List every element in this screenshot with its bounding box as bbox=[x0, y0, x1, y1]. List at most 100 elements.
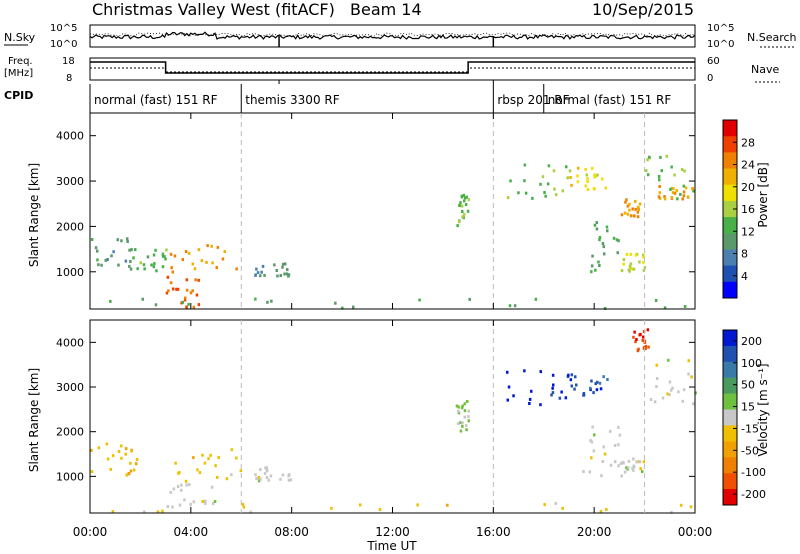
heatmap-cell bbox=[120, 444, 123, 448]
heatmap-cell bbox=[630, 267, 633, 271]
heatmap-cell bbox=[613, 444, 617, 447]
heatmap-cell bbox=[187, 302, 190, 306]
heatmap-cell bbox=[181, 300, 185, 304]
heatmap-cell bbox=[330, 506, 333, 510]
heatmap-cell bbox=[461, 210, 464, 213]
heatmap-cell bbox=[378, 508, 382, 511]
heatmap-cell bbox=[455, 404, 459, 408]
cpid-mode-label: normal (fast) 151 RF bbox=[94, 93, 218, 107]
heatmap-cell bbox=[283, 272, 286, 276]
heatmap-cell bbox=[458, 204, 461, 207]
nave-series bbox=[90, 67, 695, 73]
heatmap-cell bbox=[460, 406, 464, 410]
heatmap-cell bbox=[554, 193, 558, 197]
heatmap-cell bbox=[632, 335, 635, 339]
heatmap-cell bbox=[165, 291, 169, 295]
heatmap-cell bbox=[129, 469, 133, 473]
heatmap-cell bbox=[463, 199, 466, 203]
heatmap-cell bbox=[669, 388, 673, 392]
heatmap-cell bbox=[682, 190, 686, 194]
x-tick-label: 00:00 bbox=[73, 525, 108, 539]
heatmap-cell bbox=[257, 479, 261, 483]
heatmap-cell bbox=[523, 163, 527, 167]
heatmap-cell bbox=[459, 201, 462, 205]
freq-tick-bottom: 8 bbox=[66, 73, 72, 84]
cpid-mode-label: normal (fast) 151 RF bbox=[548, 93, 672, 107]
heatmap-cell bbox=[204, 501, 207, 505]
heatmap-cell bbox=[531, 196, 534, 200]
heatmap-cell bbox=[164, 257, 167, 261]
heatmap-cell bbox=[120, 456, 123, 460]
heatmap-cell bbox=[666, 392, 669, 396]
heatmap-cell bbox=[534, 297, 538, 301]
colorbar-segment bbox=[723, 200, 737, 218]
heatmap-cell bbox=[221, 257, 225, 261]
heatmap-cell bbox=[185, 483, 188, 487]
heatmap-cell bbox=[270, 299, 273, 303]
heatmap-cell bbox=[596, 380, 599, 384]
heatmap-cell bbox=[279, 477, 282, 481]
colorbar-segment bbox=[723, 361, 737, 379]
heatmap-cell bbox=[352, 305, 355, 309]
heatmap-cell bbox=[189, 502, 192, 506]
heatmap-cell bbox=[416, 503, 419, 507]
heatmap-cell bbox=[553, 187, 556, 191]
heatmap-cell bbox=[460, 195, 464, 199]
heatmap-cell bbox=[541, 175, 545, 179]
heatmap-cell bbox=[259, 468, 262, 472]
heatmap-cell bbox=[646, 173, 650, 177]
heatmap-cell bbox=[288, 473, 291, 477]
heatmap-cell bbox=[642, 253, 645, 257]
heatmap-cell bbox=[594, 382, 597, 386]
heatmap-cell bbox=[90, 238, 94, 241]
heatmap-cell bbox=[668, 393, 671, 397]
heatmap-cell bbox=[605, 508, 608, 511]
heatmap-cell bbox=[590, 379, 593, 383]
colorbar-tick-label: 200 bbox=[741, 335, 762, 348]
heatmap-cell bbox=[446, 503, 449, 507]
power-panel-bg bbox=[90, 113, 695, 309]
cpid-row: normal (fast) 151 RF themis 3300 RF rbsp 2… bbox=[89, 84, 696, 113]
colorbar-tick-label: -200 bbox=[741, 488, 766, 501]
heatmap-cell bbox=[211, 261, 214, 265]
heatmap-cell bbox=[183, 298, 187, 302]
freq-tick-top: 18 bbox=[62, 56, 75, 67]
heatmap-cell bbox=[156, 510, 160, 514]
heatmap-cell bbox=[641, 338, 644, 342]
colorbar-segment bbox=[723, 489, 737, 506]
heatmap-cell bbox=[169, 490, 172, 494]
heatmap-cell bbox=[671, 386, 674, 390]
heatmap-cell bbox=[681, 197, 684, 201]
heatmap-cell bbox=[457, 411, 461, 415]
heatmap-cell bbox=[204, 499, 207, 503]
x-axis-ticks: 00:00 04:00 08:00 12:00 16:00 20:00 00:00 bbox=[73, 113, 712, 539]
heatmap-cell bbox=[539, 403, 542, 407]
heatmap-cell bbox=[670, 510, 673, 514]
heatmap-cell bbox=[629, 262, 633, 266]
heatmap-cell bbox=[97, 446, 101, 450]
heatmap-cell bbox=[465, 428, 468, 432]
heatmap-cell bbox=[456, 422, 460, 426]
heatmap-cell bbox=[194, 278, 197, 282]
heatmap-cell bbox=[461, 404, 464, 408]
heatmap-cell bbox=[197, 303, 201, 307]
heatmap-cell bbox=[143, 267, 146, 271]
heatmap-cell bbox=[638, 202, 642, 206]
heatmap-cell bbox=[167, 289, 170, 293]
heatmap-cell bbox=[161, 265, 165, 269]
colorbar-tick-label: 24 bbox=[741, 159, 755, 172]
heatmap-cell bbox=[129, 267, 133, 271]
heatmap-cell bbox=[582, 393, 586, 397]
heatmap-cell bbox=[286, 268, 289, 272]
heatmap-cell bbox=[165, 248, 168, 252]
heatmap-cell bbox=[561, 506, 564, 510]
heatmap-cell bbox=[109, 467, 112, 471]
heatmap-cell bbox=[561, 189, 564, 193]
heatmap-cell bbox=[672, 187, 675, 191]
heatmap-cell bbox=[463, 409, 467, 413]
heatmap-cell bbox=[171, 287, 175, 291]
velocity-colorbar-label: Velocity [m s⁻¹] bbox=[756, 363, 770, 456]
heatmap-cell bbox=[570, 183, 573, 187]
heatmap-cell bbox=[214, 464, 217, 468]
heatmap-cell bbox=[191, 289, 194, 293]
